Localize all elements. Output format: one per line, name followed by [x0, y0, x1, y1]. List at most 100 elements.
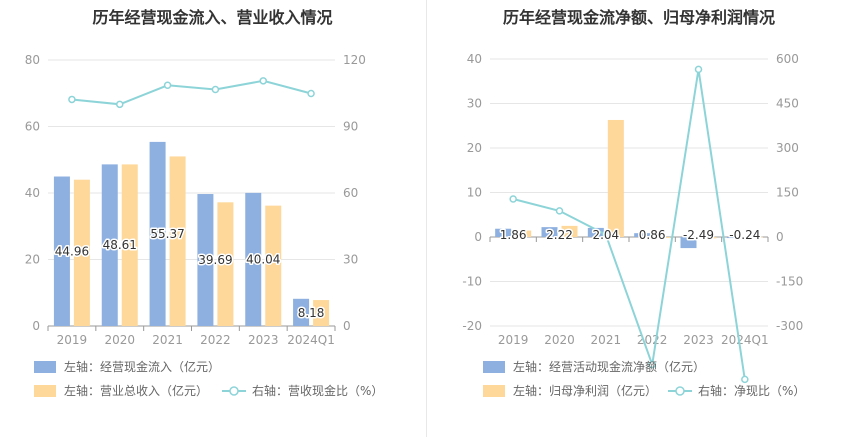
- right-axis-tick-label: 120: [343, 53, 366, 67]
- left-axis-tick-label: 30: [467, 97, 482, 111]
- legend-item: 左轴：营业总收入（亿元）: [64, 383, 208, 398]
- right-axis-tick-label: -150: [776, 275, 803, 289]
- bar-net-operating-cash: [680, 237, 697, 249]
- x-axis-tick-label: 2023: [683, 333, 714, 347]
- legend-swatch: [34, 361, 56, 373]
- data-label: 1.86: [500, 228, 527, 242]
- bar-total-revenue: [121, 164, 138, 326]
- right-axis-tick-label: 600: [776, 52, 799, 66]
- bar-cash-inflow: [197, 194, 214, 326]
- bar-net-operating-cash: [587, 227, 604, 237]
- line-cash-revenue-ratio: [71, 79, 312, 106]
- left-axis-tick-label: 0: [474, 230, 482, 244]
- bar-net-operating-cash: [726, 237, 743, 239]
- bar-total-revenue: [73, 179, 90, 326]
- bar-net-operating-cash: [634, 233, 651, 237]
- bar-net-operating-cash: [541, 227, 558, 237]
- data-label: 55.37: [150, 227, 184, 241]
- chart-title-cash-inflow-revenue: 历年经营现金流入、营业收入情况: [92, 8, 333, 27]
- point-cash-revenue-ratio: [307, 89, 315, 98]
- data-label: 8.18: [298, 306, 325, 320]
- legend-swatch: [34, 385, 56, 397]
- right-axis-tick-label: 450: [776, 97, 799, 111]
- left-axis-tick-label: 60: [25, 120, 40, 134]
- data-label: 2.22: [546, 228, 573, 242]
- bar-cash-inflow: [149, 141, 166, 326]
- legend-swatch: [483, 385, 505, 397]
- chart-cash-inflow-revenue: 0 0 20 30 40 60 60 90 80 120 2019 2020 2021 2022 2023 2…: [25, 53, 384, 398]
- legend-marker: [229, 386, 239, 396]
- point-cash-revenue-ratio: [68, 95, 76, 104]
- legend-item: 右轴：营收现金比（%）: [252, 383, 383, 398]
- legend-item: 左轴：归母净利润（亿元）: [513, 383, 657, 398]
- left-axis-tick-label: -20: [462, 319, 482, 333]
- right-axis-tick-label: 0: [776, 230, 784, 244]
- x-axis-tick-label: 2019: [57, 333, 88, 347]
- data-label: -2.49: [683, 228, 714, 242]
- bar-cash-inflow: [53, 176, 70, 326]
- right-axis-tick-label: 0: [343, 319, 351, 333]
- right-axis-tick-label: 90: [343, 120, 358, 134]
- data-label: -0.24: [729, 228, 760, 242]
- bar-total-revenue: [217, 202, 234, 326]
- line-net-cash-ratio: [512, 69, 746, 380]
- panel-divider: [426, 0, 427, 437]
- legend-marker: [675, 386, 685, 396]
- left-axis-tick-label: -10: [462, 275, 482, 289]
- right-axis-tick-label: 300: [776, 141, 799, 155]
- point-net-cash-ratio: [694, 65, 703, 74]
- legend-item: 左轴：经营现金流入（亿元）: [64, 359, 220, 374]
- x-axis-tick-label: 2021: [152, 333, 183, 347]
- left-axis-tick-label: 20: [25, 253, 40, 267]
- bar-net-profit: [746, 236, 763, 238]
- legend-swatch: [483, 361, 505, 373]
- x-axis-tick-label: 2021: [591, 333, 622, 347]
- bar-net-profit: [561, 225, 578, 237]
- point-cash-revenue-ratio: [163, 81, 172, 90]
- point-cash-revenue-ratio: [259, 77, 267, 85]
- bar-total-revenue: [313, 300, 330, 326]
- bar-net-profit: [607, 119, 624, 237]
- bar-net-profit: [654, 237, 671, 238]
- point-net-cash-ratio: [509, 195, 517, 203]
- x-axis-tick-label: 2023: [248, 333, 279, 347]
- x-axis-tick-label: 2024Q1: [287, 333, 335, 347]
- right-axis-tick-label: 60: [343, 186, 358, 200]
- data-label: 48.61: [103, 238, 137, 252]
- point-cash-revenue-ratio: [211, 85, 220, 94]
- bar-net-profit: [700, 237, 717, 239]
- bar-net-profit: [515, 230, 532, 237]
- right-axis-tick-label: -300: [776, 319, 803, 333]
- left-axis-tick-label: 40: [25, 186, 40, 200]
- bar-total-revenue: [169, 156, 186, 326]
- bar-total-revenue: [265, 205, 282, 326]
- data-label: 0.86: [639, 228, 666, 242]
- data-label: 40.04: [246, 252, 280, 266]
- legend-item: 右轴：净现比（%）: [698, 383, 805, 398]
- x-axis-tick-label: 2024Q1: [721, 333, 769, 347]
- bar-net-operating-cash: [495, 228, 512, 237]
- legend-item: 左轴：经营活动现金流净额（亿元）: [513, 359, 705, 374]
- chart-title-net-cash-profit: 历年经营现金流净额、归母净利润情况: [502, 8, 775, 27]
- point-net-cash-ratio: [648, 360, 656, 369]
- left-axis-tick-label: 40: [467, 52, 482, 66]
- right-axis-tick-label: 150: [776, 186, 799, 200]
- point-net-cash-ratio: [555, 207, 564, 215]
- point-net-cash-ratio: [741, 375, 749, 384]
- bar-cash-inflow: [293, 298, 310, 326]
- bar-cash-inflow: [245, 192, 262, 326]
- x-axis-tick-label: 2019: [498, 333, 529, 347]
- point-net-cash-ratio: [602, 230, 610, 239]
- x-axis-tick-label: 2022: [200, 333, 231, 347]
- x-axis-tick-label: 2020: [104, 333, 135, 347]
- x-axis-tick-label: 2020: [544, 333, 575, 347]
- bar-cash-inflow: [101, 164, 118, 326]
- left-axis-tick-label: 80: [25, 53, 40, 67]
- left-axis-tick-label: 20: [467, 141, 482, 155]
- left-axis-tick-label: 0: [32, 319, 40, 333]
- data-label: 44.96: [55, 244, 89, 258]
- data-label: 39.69: [198, 253, 232, 267]
- data-label: 2.04: [592, 228, 619, 242]
